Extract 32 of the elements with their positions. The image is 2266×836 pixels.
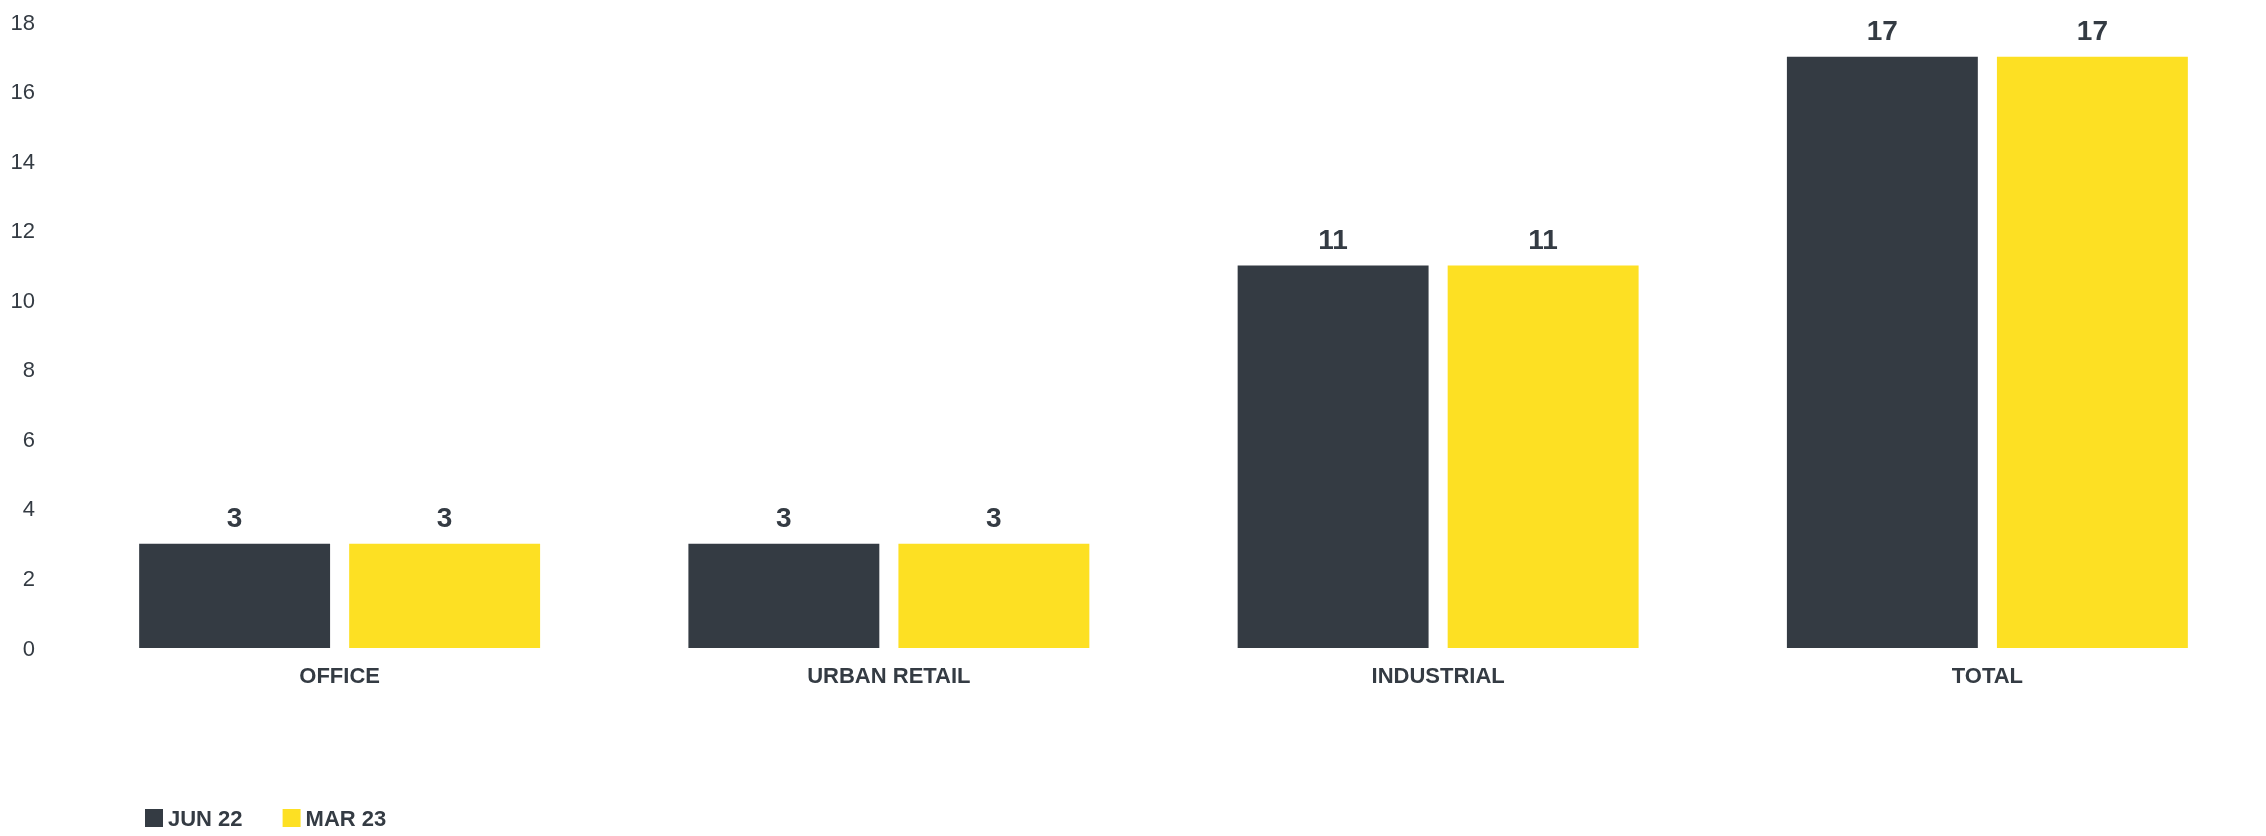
- data-label: 11: [1528, 223, 1558, 255]
- y-tick-label: 16: [10, 79, 35, 105]
- y-tick-label: 10: [10, 287, 35, 313]
- bar: [139, 543, 331, 648]
- data-label: 3: [436, 502, 453, 534]
- data-label: 17: [2076, 15, 2108, 47]
- y-tick-label: 14: [10, 148, 35, 174]
- y-tick-label: 6: [22, 426, 35, 452]
- x-tick-label: TOTAL: [1951, 662, 2024, 688]
- y-tick-label: 18: [10, 9, 35, 35]
- bar: [1447, 265, 1639, 648]
- y-tick-label: 4: [22, 496, 35, 522]
- bar: [1786, 56, 1978, 648]
- data-label: 3: [226, 502, 243, 534]
- y-tick-label: 2: [22, 565, 35, 591]
- bar: [898, 543, 1090, 648]
- y-tick-label: 0: [22, 635, 35, 661]
- data-label: 3: [986, 502, 1002, 534]
- legend-label: JUN 22: [168, 805, 243, 831]
- y-tick-label: 8: [22, 357, 35, 383]
- y-tick-label: 12: [10, 218, 35, 244]
- x-tick-label: OFFICE: [299, 662, 380, 688]
- data-label: 11: [1318, 223, 1348, 255]
- bar: [688, 543, 880, 648]
- bar: [1237, 265, 1429, 648]
- data-label: 3: [776, 502, 792, 534]
- bar: [349, 543, 541, 648]
- data-label: 17: [1866, 15, 1898, 47]
- bar: [1996, 56, 2188, 648]
- x-tick-label: URBAN RETAIL: [807, 662, 971, 688]
- legend-label: MAR 23: [305, 805, 387, 831]
- x-tick-label: INDUSTRIAL: [1371, 662, 1505, 688]
